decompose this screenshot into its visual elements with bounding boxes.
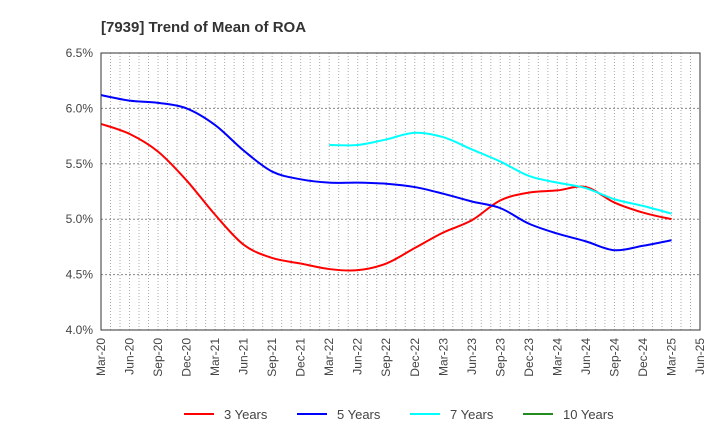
grid xyxy=(101,52,700,331)
y-tick-label: 6.5% xyxy=(66,46,94,60)
x-tick-label: Sep-20 xyxy=(151,338,165,377)
series-line-7-years xyxy=(329,131,672,215)
legend-item: 3 Years xyxy=(184,407,268,422)
x-tick-label: Mar-23 xyxy=(436,338,450,376)
legend-label: 7 Years xyxy=(450,407,494,422)
x-axis: Mar-20 Jun-20 Sep-20 Dec-20 Mar-21 Jun-21 Sep-… xyxy=(94,338,707,377)
series-line-5-years xyxy=(100,94,672,252)
x-tick-label: Jun-22 xyxy=(351,338,365,375)
x-tick-label: Mar-21 xyxy=(208,338,222,376)
x-tick-label: Jun-24 xyxy=(579,338,593,375)
x-tick-label: Jun-25 xyxy=(693,338,707,375)
x-tick-label: Dec-23 xyxy=(522,338,536,377)
y-tick-label: 4.0% xyxy=(66,323,94,337)
x-tick-label: Jun-21 xyxy=(237,338,251,375)
y-tick-label: 4.5% xyxy=(66,268,94,282)
x-tick-label: Sep-24 xyxy=(607,338,621,377)
legend-item: 5 Years xyxy=(297,407,381,422)
x-tick-label: Jun-20 xyxy=(123,338,137,375)
x-tick-label: Dec-21 xyxy=(294,338,308,377)
x-tick-label: Jun-23 xyxy=(465,338,479,375)
plot-frame xyxy=(100,52,701,331)
legend-item: 10 Years xyxy=(523,407,614,422)
x-tick-label: Mar-24 xyxy=(550,338,564,376)
x-tick-label: Mar-25 xyxy=(664,338,678,376)
x-tick-label: Dec-24 xyxy=(636,338,650,377)
x-tick-label: Mar-22 xyxy=(322,338,336,376)
legend: 3 Years 5 Years 7 Years 10 Years xyxy=(184,407,614,422)
y-tick-label: 6.0% xyxy=(66,101,94,115)
x-tick-label: Dec-20 xyxy=(180,338,194,377)
legend-label: 5 Years xyxy=(337,407,381,422)
chart-title: [7939] Trend of Mean of ROA xyxy=(101,19,306,36)
y-tick-label: 5.0% xyxy=(66,212,94,226)
x-tick-label: Sep-23 xyxy=(493,338,507,377)
series-lines xyxy=(100,94,672,272)
x-tick-label: Sep-22 xyxy=(379,338,393,377)
legend-label: 3 Years xyxy=(224,407,268,422)
x-tick-label: Dec-22 xyxy=(408,338,422,377)
y-tick-label: 5.5% xyxy=(66,157,94,171)
legend-label: 10 Years xyxy=(563,407,614,422)
y-axis: 4.0% 4.5% 5.0% 5.5% 6.0% 6.5% xyxy=(66,46,94,337)
legend-item: 7 Years xyxy=(410,407,494,422)
x-tick-label: Mar-20 xyxy=(94,338,108,376)
x-tick-label: Sep-21 xyxy=(265,338,279,377)
